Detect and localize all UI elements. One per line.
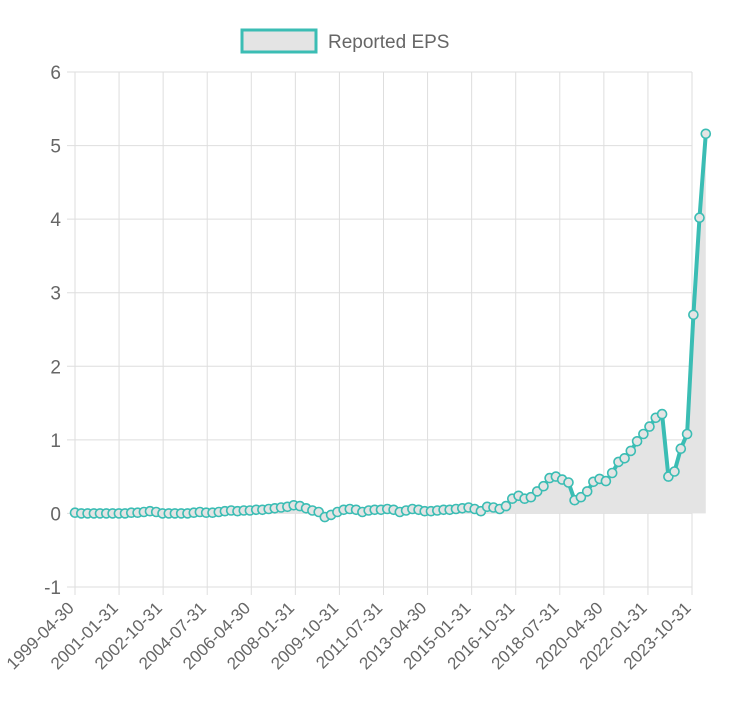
y-tick-label: 4 bbox=[50, 210, 61, 231]
data-point[interactable] bbox=[500, 500, 512, 512]
data-points bbox=[69, 128, 712, 523]
series-area-fill bbox=[75, 133, 706, 518]
legend[interactable]: Reported EPS bbox=[240, 28, 449, 54]
data-point[interactable] bbox=[694, 212, 705, 223]
data-point[interactable] bbox=[625, 445, 637, 457]
data-point[interactable] bbox=[525, 491, 537, 503]
data-point[interactable] bbox=[638, 428, 649, 440]
data-point[interactable] bbox=[675, 443, 687, 455]
data-point[interactable] bbox=[581, 486, 593, 497]
y-tick-label: 1 bbox=[50, 431, 61, 452]
y-axis-ticks: 6 5 4 3 2 1 0 -1 bbox=[44, 63, 61, 599]
x-axis-ticks: 1999-04-302001-01-312002-10-312004-07-31… bbox=[3, 598, 695, 673]
data-point[interactable] bbox=[631, 435, 643, 447]
data-point[interactable] bbox=[688, 309, 699, 321]
data-point[interactable] bbox=[669, 466, 680, 477]
data-point[interactable] bbox=[563, 477, 574, 488]
y-tick-label: 6 bbox=[50, 63, 61, 84]
y-tick-label: -1 bbox=[44, 578, 61, 599]
data-point[interactable] bbox=[538, 480, 549, 492]
legend-label[interactable]: Reported EPS bbox=[328, 32, 449, 53]
y-tick-label: 2 bbox=[50, 357, 61, 378]
data-point[interactable] bbox=[606, 467, 618, 479]
data-point[interactable] bbox=[619, 452, 630, 464]
data-point[interactable] bbox=[600, 475, 612, 487]
y-tick-label: 5 bbox=[50, 137, 61, 158]
series-line bbox=[74, 133, 708, 520]
data-point[interactable] bbox=[700, 128, 712, 140]
y-tick-label: 3 bbox=[50, 284, 61, 305]
data-point[interactable] bbox=[644, 421, 655, 432]
y-tick-label: 0 bbox=[50, 504, 61, 525]
data-point[interactable] bbox=[575, 491, 587, 503]
data-point[interactable] bbox=[681, 428, 693, 440]
data-point[interactable] bbox=[656, 408, 668, 420]
legend-swatch[interactable] bbox=[240, 28, 318, 54]
